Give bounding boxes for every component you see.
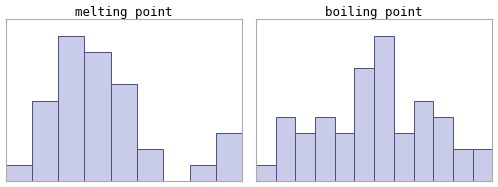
- Bar: [276, 117, 295, 181]
- Bar: [394, 133, 414, 181]
- Bar: [58, 36, 84, 181]
- Title: melting point: melting point: [75, 6, 172, 19]
- Bar: [335, 133, 355, 181]
- Bar: [414, 101, 433, 181]
- Bar: [295, 133, 315, 181]
- Bar: [473, 149, 493, 181]
- Bar: [374, 36, 394, 181]
- Bar: [5, 165, 32, 181]
- Bar: [216, 133, 242, 181]
- Title: boiling point: boiling point: [326, 6, 423, 19]
- Bar: [137, 149, 163, 181]
- Bar: [84, 52, 111, 181]
- Bar: [190, 165, 216, 181]
- Bar: [433, 117, 453, 181]
- Bar: [453, 149, 473, 181]
- Bar: [256, 165, 276, 181]
- Bar: [355, 68, 374, 181]
- Bar: [32, 101, 58, 181]
- Bar: [111, 85, 137, 181]
- Bar: [315, 117, 335, 181]
